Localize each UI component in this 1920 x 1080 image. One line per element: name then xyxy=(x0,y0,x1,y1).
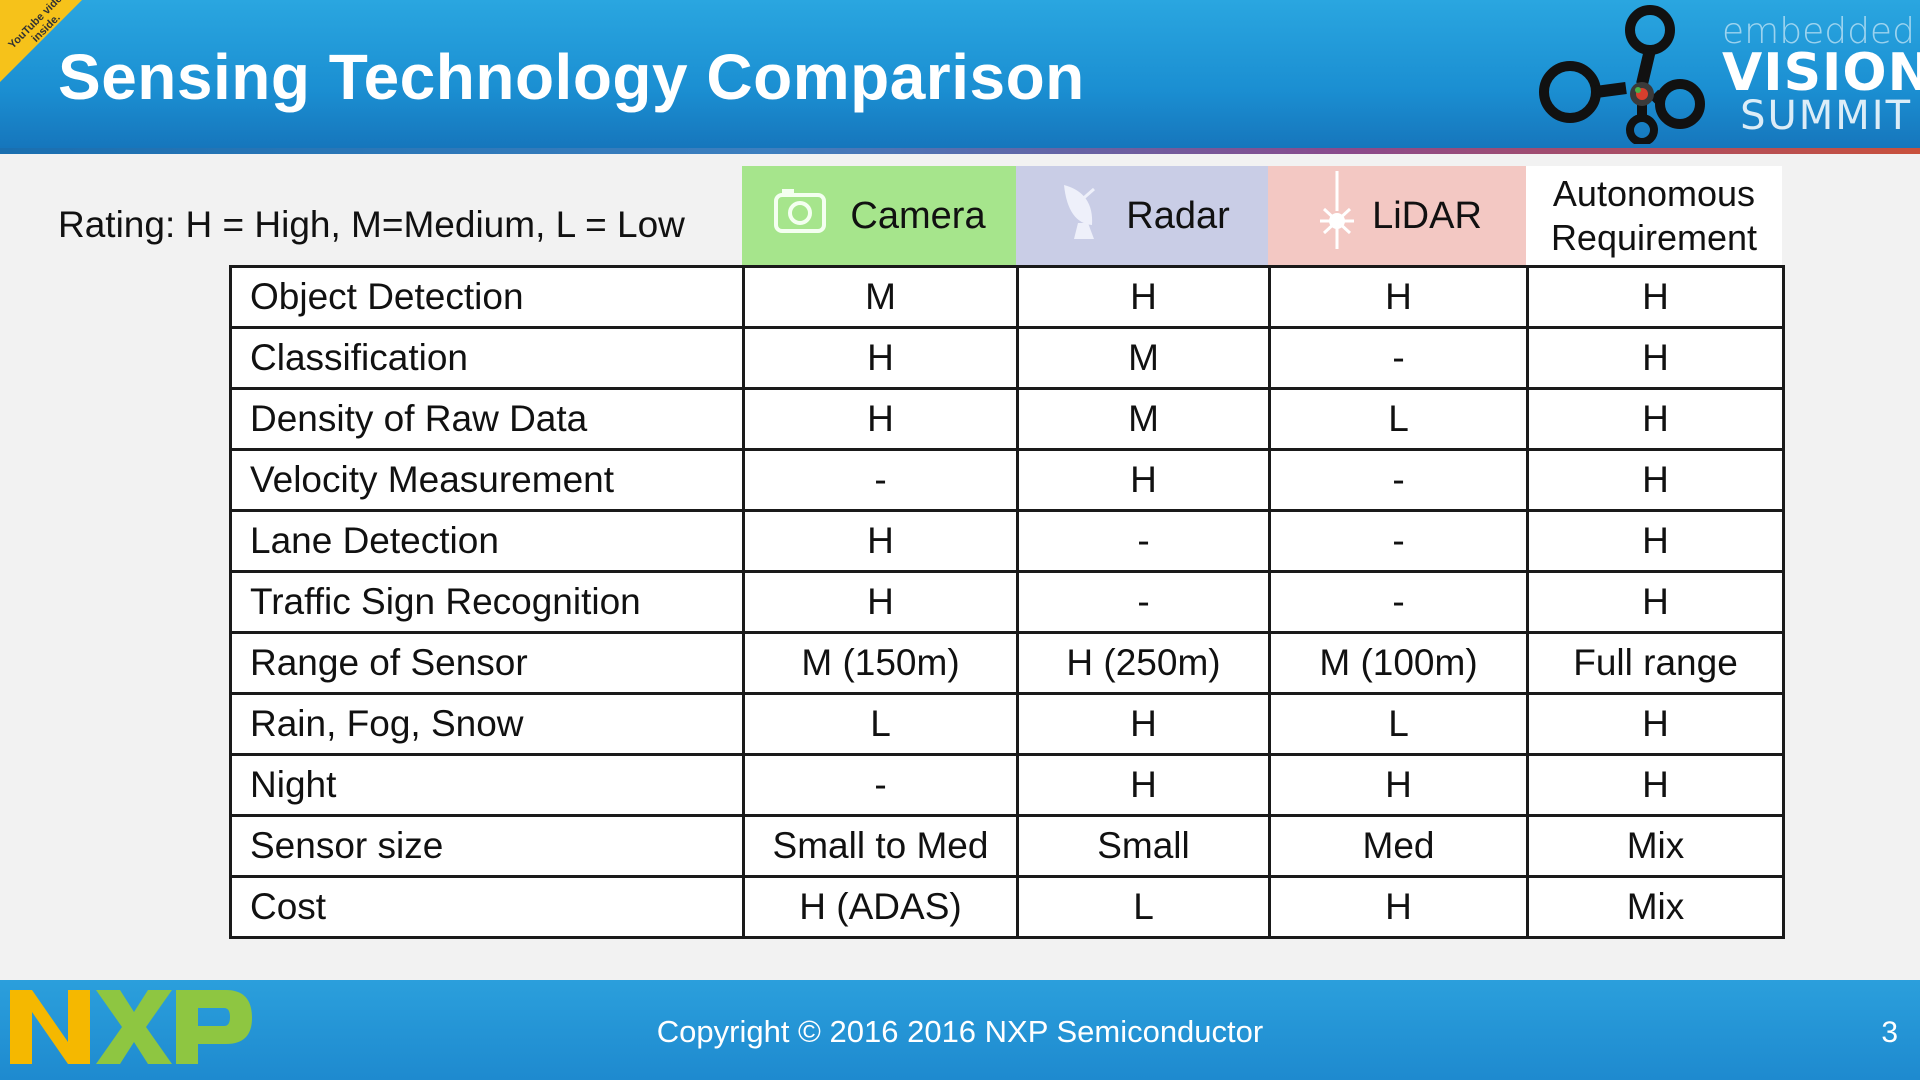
row-label: Velocity Measurement xyxy=(229,448,745,512)
table-row: Cost H (ADAS) L H Mix xyxy=(229,875,1785,939)
table-row: Density of Raw Data H M L H xyxy=(229,387,1785,451)
rating-cell: H xyxy=(1268,265,1529,329)
column-label-camera: Camera xyxy=(850,194,986,237)
comparison-table: Object Detection M H H H Classification H M - H De… xyxy=(229,265,1785,939)
row-label: Sensor size xyxy=(229,814,745,878)
column-header-autonomous-requirement: Autonomous Requirement xyxy=(1526,166,1782,266)
rating-cell: - xyxy=(742,753,1019,817)
rating-cell: - xyxy=(1268,570,1529,634)
rating-cell: - xyxy=(1016,509,1271,573)
page-number: 3 xyxy=(1881,1016,1898,1049)
rating-cell: H xyxy=(1016,692,1271,756)
column-label-lidar: LiDAR xyxy=(1372,194,1482,237)
rating-cell: M xyxy=(1016,387,1271,451)
rating-cell: Full range xyxy=(1526,631,1785,695)
table-row: Classification H M - H xyxy=(229,326,1785,390)
rating-cell: - xyxy=(742,448,1019,512)
copyright-text: Copyright © 2016 2016 NXP Semiconductor xyxy=(656,1014,1264,1049)
rating-cell: H xyxy=(1016,265,1271,329)
rating-cell: H xyxy=(742,509,1019,573)
column-header-radar: Radar xyxy=(1016,166,1268,266)
rating-legend: Rating: H = High, M=Medium, L = Low xyxy=(58,204,685,245)
rating-cell: H (250m) xyxy=(1016,631,1271,695)
rating-cell: Small to Med xyxy=(742,814,1019,878)
slide-title: Sensing Technology Comparison xyxy=(58,41,1085,113)
row-label: Density of Raw Data xyxy=(229,387,745,451)
brand-word-summit: SUMMIT xyxy=(1740,93,1912,139)
row-label: Night xyxy=(229,753,745,817)
rating-cell: H (ADAS) xyxy=(742,875,1019,939)
camera-icon xyxy=(772,187,828,245)
table-row: Traffic Sign Recognition H - - H xyxy=(229,570,1785,634)
row-label: Classification xyxy=(229,326,745,390)
youtube-badge xyxy=(0,0,82,82)
rating-cell: H xyxy=(1016,753,1271,817)
rating-cell: L xyxy=(1268,692,1529,756)
nxp-logo xyxy=(10,990,252,1064)
rating-cell: - xyxy=(1268,326,1529,390)
table-row: Night - H H H xyxy=(229,753,1785,817)
rating-cell: Mix xyxy=(1526,814,1785,878)
table-row: Velocity Measurement - H - H xyxy=(229,448,1785,512)
rating-cell: Mix xyxy=(1526,875,1785,939)
rating-cell: - xyxy=(1268,448,1529,512)
table-row: Sensor size Small to Med Small Med Mix xyxy=(229,814,1785,878)
column-label-autonomous-line1: Autonomous xyxy=(1552,173,1756,214)
rating-cell: H xyxy=(1526,570,1785,634)
rating-cell: L xyxy=(1016,875,1271,939)
rating-cell: H xyxy=(1526,387,1785,451)
rating-cell: H xyxy=(1268,875,1529,939)
row-label: Lane Detection xyxy=(229,509,745,573)
rating-cell: H xyxy=(1526,509,1785,573)
rating-cell: H xyxy=(1526,265,1785,329)
rating-cell: H xyxy=(742,326,1019,390)
column-label-autonomous-line2: Requirement xyxy=(1550,217,1758,258)
brand-word-embedded: embedded xyxy=(1722,11,1915,52)
table-row: Object Detection M H H H xyxy=(229,265,1785,329)
row-label: Rain, Fog, Snow xyxy=(229,692,745,756)
rating-cell: H xyxy=(742,387,1019,451)
embedded-vision-summit-logo: embedded VISION SUMMIT xyxy=(1722,11,1920,139)
rating-cell: M xyxy=(742,265,1019,329)
rating-cell: M xyxy=(1016,326,1271,390)
rating-cell: H xyxy=(1526,326,1785,390)
header-bar: YouTube video inside. Sensing Technology… xyxy=(0,0,1920,148)
rating-cell: L xyxy=(742,692,1019,756)
rating-cell: Small xyxy=(1016,814,1271,878)
footer-bar: Copyright © 2016 2016 NXP Semiconductor … xyxy=(0,980,1920,1080)
rating-cell: H xyxy=(1016,448,1271,512)
rating-cell: H xyxy=(1268,753,1529,817)
column-header-camera: Camera xyxy=(742,166,1016,266)
rating-cell: H xyxy=(742,570,1019,634)
rating-cell: - xyxy=(1268,509,1529,573)
column-header-lidar: LiDAR xyxy=(1268,166,1526,266)
rating-cell: H xyxy=(1526,692,1785,756)
column-label-radar: Radar xyxy=(1126,194,1230,237)
rating-cell: - xyxy=(1016,570,1271,634)
rating-cell: H xyxy=(1526,448,1785,512)
table-row: Lane Detection H - - H xyxy=(229,509,1785,573)
table-row: Rain, Fog, Snow L H L H xyxy=(229,692,1785,756)
drone-logo-icon xyxy=(1539,5,1705,144)
header-accent-strip xyxy=(0,148,1920,154)
laser-icon xyxy=(1312,171,1362,261)
rating-cell: M (100m) xyxy=(1268,631,1529,695)
row-label: Traffic Sign Recognition xyxy=(229,570,745,634)
rating-cell: M (150m) xyxy=(742,631,1019,695)
rating-cell: Med xyxy=(1268,814,1529,878)
rating-cell: H xyxy=(1526,753,1785,817)
row-label: Object Detection xyxy=(229,265,745,329)
table-row: Range of Sensor M (150m) H (250m) M (100m) F… xyxy=(229,631,1785,695)
rating-cell: L xyxy=(1268,387,1529,451)
row-label: Range of Sensor xyxy=(229,631,745,695)
brand-word-vision: VISION xyxy=(1722,43,1920,103)
row-label: Cost xyxy=(229,875,745,939)
radar-dish-icon xyxy=(1054,179,1104,253)
